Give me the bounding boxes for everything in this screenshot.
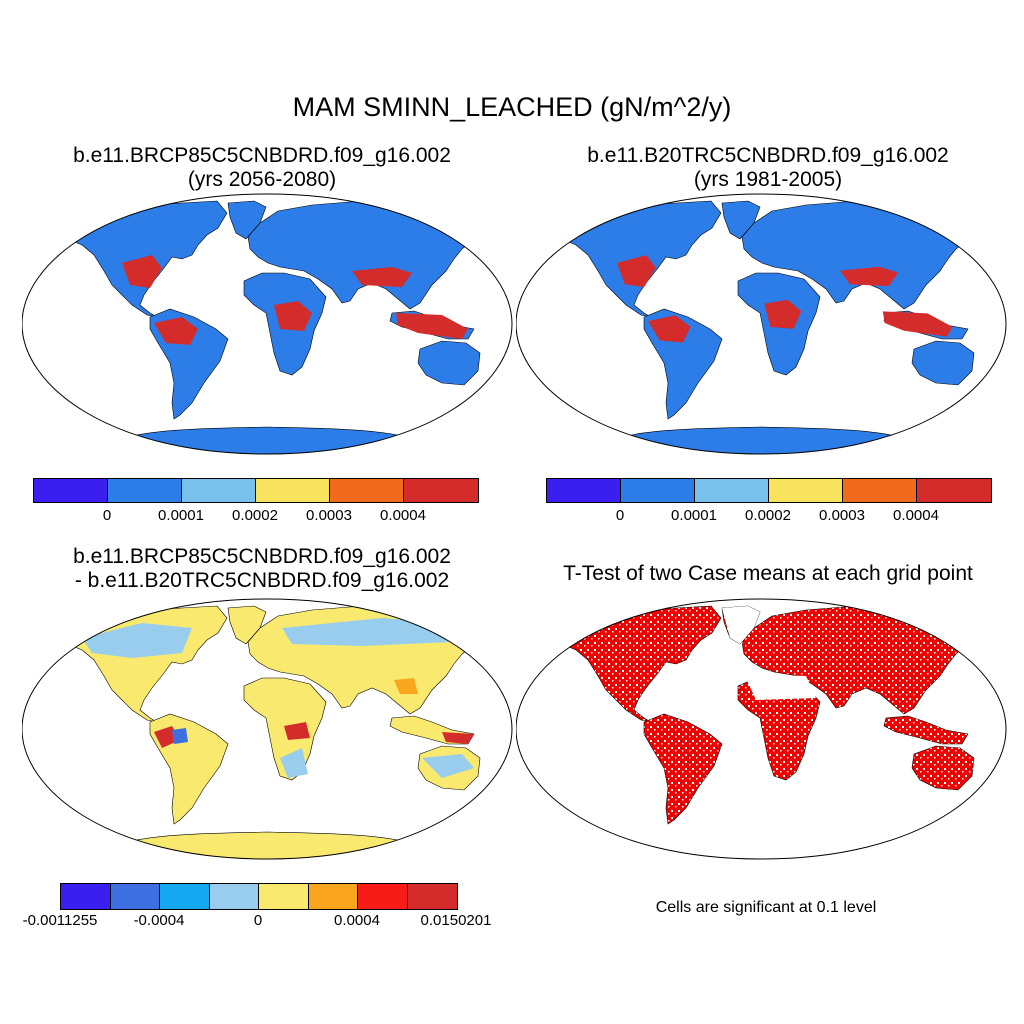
colorbar-swatch [547, 479, 621, 502]
colorbar-tick-label: 0.0004 [380, 507, 426, 524]
colorbar-swatch [107, 479, 182, 502]
colorbar-swatch [916, 479, 991, 502]
colorbar-swatch [61, 884, 111, 909]
panel-1-title-line-2: (yrs 2056-2080) [187, 168, 337, 191]
colorbar-difference [60, 883, 458, 910]
map-outline [516, 598, 1007, 860]
map-panel-future [22, 193, 513, 455]
colorbar-swatch [407, 884, 457, 909]
colorbar-tick-label: 0.0003 [819, 507, 865, 524]
significance-note: Cells are significant at 0.1 level [655, 899, 877, 916]
map-outline [22, 193, 513, 455]
colorbar-tick-label: 0 [615, 507, 625, 524]
colorbar-swatch [768, 479, 843, 502]
panel-2-title: b.e11.B20TRC5CNBDRD.f09_g16.002 (yrs 198… [528, 144, 1008, 192]
colorbar-swatch [209, 884, 259, 909]
colorbar-tick-label: 0.0003 [306, 507, 352, 524]
colorbar-swatch [358, 884, 408, 909]
colorbar-swatch [255, 479, 330, 502]
colorbar-swatch [620, 479, 695, 502]
panel-1-title-line-1: b.e11.BRCP85C5CNBDRD.f09_g16.002 [73, 144, 451, 167]
map-panel-ttest [516, 598, 1007, 860]
panel-3-title: b.e11.BRCP85C5CNBDRD.f09_g16.002 - b.e11… [22, 545, 502, 593]
colorbar-tick-label: 0.0001 [671, 507, 717, 524]
map-panel-difference [22, 598, 513, 860]
colorbar-swatch [110, 884, 160, 909]
panel-1-title: b.e11.BRCP85C5CNBDRD.f09_g16.002 (yrs 20… [22, 144, 502, 192]
colorbar-tick-label: 0.0002 [232, 507, 278, 524]
colorbar-swatch [259, 884, 309, 909]
colorbar-tick-label: 0.0004 [334, 912, 380, 929]
colorbar-future [33, 478, 479, 503]
colorbar-swatch [34, 479, 108, 502]
colorbar-swatch [308, 884, 358, 909]
map-panel-historical [516, 193, 1007, 455]
colorbar-swatch [694, 479, 769, 502]
panel-2-title-line-2: (yrs 1981-2005) [693, 168, 843, 191]
colorbar-swatch [160, 884, 210, 909]
map-outline [516, 193, 1007, 455]
panel-3-title-line-1: b.e11.BRCP85C5CNBDRD.f09_g16.002 [73, 545, 451, 568]
map-outline [22, 598, 513, 860]
colorbar-swatch [181, 479, 256, 502]
colorbar-tick-label: 0.0150201 [420, 912, 492, 929]
colorbar-swatch [842, 479, 917, 502]
colorbar-tick-label: 0.0004 [893, 507, 939, 524]
colorbar-tick-label: 0 [253, 912, 263, 929]
colorbar-tick-label: 0.0001 [158, 507, 204, 524]
difference-positive-patches [154, 678, 474, 748]
panel-4-title: T-Test of two Case means at each grid po… [528, 562, 1008, 586]
colorbar-swatch [329, 479, 404, 502]
panel-2-title-line-1: b.e11.B20TRC5CNBDRD.f09_g16.002 [587, 144, 949, 167]
main-title: MAM SMINN_LEACHED (gN/m^2/y) [292, 92, 732, 122]
colorbar-historical [546, 478, 992, 503]
colorbar-swatch [403, 479, 478, 502]
colorbar-tick-label: 0 [102, 507, 112, 524]
colorbar-tick-label: -0.0011255 [22, 912, 98, 929]
panel-3-title-line-2: - b.e11.B20TRC5CNBDRD.f09_g16.002 [74, 569, 450, 592]
panel-4-title-line-1: T-Test of two Case means at each grid po… [563, 562, 973, 585]
colorbar-tick-label: 0.0002 [745, 507, 791, 524]
colorbar-tick-label: -0.0004 [133, 912, 185, 929]
